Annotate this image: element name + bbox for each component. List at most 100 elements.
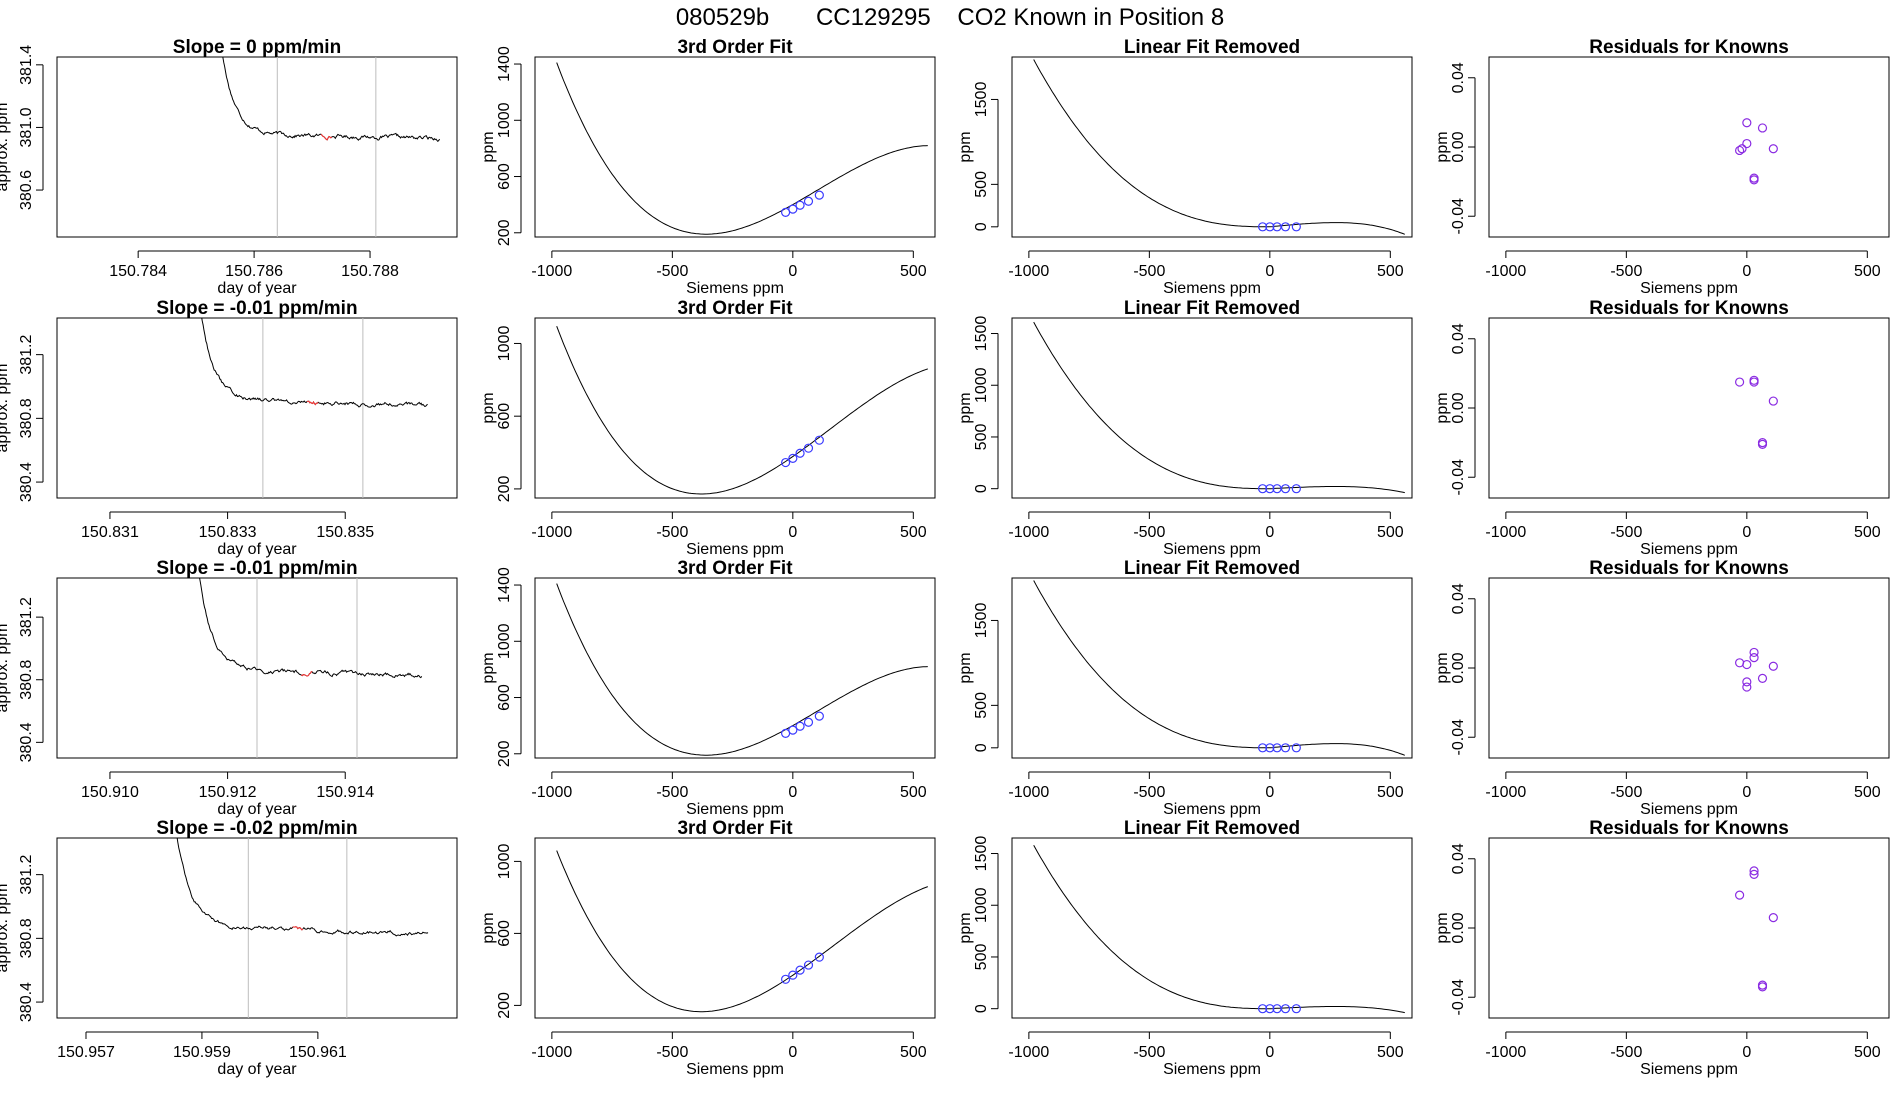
x-tick-label: 150.959 bbox=[173, 1044, 231, 1061]
plot-frame bbox=[534, 577, 936, 759]
x-tick-label: 150.910 bbox=[81, 784, 139, 801]
y-axis-label: ppm bbox=[480, 652, 497, 683]
y-tick-label: 600 bbox=[496, 920, 513, 947]
plot-frame bbox=[1011, 56, 1413, 238]
window-midpoint-segment bbox=[301, 671, 313, 677]
x-tick-label: 500 bbox=[1854, 1044, 1881, 1061]
chart-panel-r3-c1: Slope = -0.01 ppm/min 150.910 150.912 150.9… bbox=[0, 558, 458, 818]
y-tick-label: 200 bbox=[496, 992, 513, 1019]
y-tick-label: -0.04 bbox=[1450, 198, 1467, 235]
y-tick-label: 200 bbox=[496, 475, 513, 502]
y-tick-label: 381.2 bbox=[18, 855, 35, 895]
known-point-marker bbox=[1265, 1004, 1275, 1014]
y-axis-label: approx. ppm bbox=[0, 884, 11, 973]
chart-panel-r1-c1: Slope = 0 ppm/min 150.784 150.786 150.788 38… bbox=[0, 37, 458, 297]
y-tick-label: 0.04 bbox=[1450, 62, 1467, 93]
x-tick-label: 0 bbox=[1265, 263, 1274, 280]
x-tick-label: 0 bbox=[788, 784, 797, 801]
plot-frame bbox=[534, 837, 936, 1019]
x-tick-label: 150.788 bbox=[341, 263, 399, 280]
y-tick-label: 0.04 bbox=[1450, 323, 1467, 354]
plot-area bbox=[176, 838, 429, 1018]
x-tick-label: -1000 bbox=[1485, 524, 1526, 541]
y-tick-label: -0.04 bbox=[1450, 459, 1467, 496]
x-tick-label: 500 bbox=[1377, 524, 1404, 541]
chart-panel-r1-c3: Linear Fit Removed -1000 -500 0 500 0 500 1500 S… bbox=[957, 37, 1413, 297]
panel-title: Linear Fit Removed bbox=[1124, 558, 1300, 579]
plot-frame bbox=[1011, 577, 1413, 759]
residual-point-marker bbox=[1768, 144, 1778, 154]
y-tick-label: 381.2 bbox=[18, 335, 35, 375]
x-tick-label: 500 bbox=[900, 784, 927, 801]
y-tick-label: 381.0 bbox=[18, 107, 35, 147]
y-tick-label: 600 bbox=[496, 684, 513, 711]
y-axis-label: ppm bbox=[480, 912, 497, 943]
x-tick-label: -500 bbox=[1133, 784, 1165, 801]
y-axis-label: ppm bbox=[480, 131, 497, 162]
panel-title: Residuals for Knowns bbox=[1589, 818, 1789, 839]
x-axis-label: Siemens ppm bbox=[1163, 1061, 1261, 1078]
x-axis-label: day of year bbox=[217, 541, 297, 558]
y-axis-label: ppm bbox=[957, 392, 974, 423]
x-tick-label: 0 bbox=[1742, 784, 1751, 801]
known-point-marker bbox=[1280, 484, 1291, 494]
plot-area bbox=[222, 57, 441, 237]
panel-title: 3rd Order Fit bbox=[677, 558, 793, 579]
residual-point-marker bbox=[1749, 653, 1759, 663]
x-tick-label: -500 bbox=[1133, 1044, 1165, 1061]
window-midpoint-segment bbox=[292, 926, 304, 931]
panel-title: Linear Fit Removed bbox=[1124, 37, 1300, 58]
y-tick-label: 381.4 bbox=[18, 45, 35, 85]
x-tick-label: -1000 bbox=[1008, 524, 1049, 541]
residual-point-marker bbox=[1757, 439, 1768, 449]
y-tick-label: 600 bbox=[496, 163, 513, 190]
known-point-marker bbox=[1258, 743, 1268, 753]
panel-title: Residuals for Knowns bbox=[1589, 558, 1789, 579]
residual-point-marker bbox=[1735, 145, 1745, 156]
y-axis-label: ppm bbox=[957, 912, 974, 943]
plot-area bbox=[201, 318, 428, 498]
residual-point-marker bbox=[1742, 118, 1752, 128]
plot-frame bbox=[1488, 317, 1890, 499]
known-point-marker bbox=[795, 200, 805, 210]
residual-point-marker bbox=[1749, 869, 1759, 879]
y-tick-label: 500 bbox=[973, 424, 990, 451]
plot-area bbox=[556, 326, 928, 495]
plot-frame bbox=[56, 837, 458, 1019]
x-tick-label: 500 bbox=[1377, 784, 1404, 801]
x-tick-label: -1000 bbox=[531, 784, 572, 801]
y-axis-label: ppm bbox=[1434, 912, 1451, 943]
panel-title: Slope = -0.02 ppm/min bbox=[156, 818, 357, 839]
panel-title: Linear Fit Removed bbox=[1124, 298, 1300, 319]
plot-area bbox=[1735, 647, 1778, 692]
x-tick-label: 150.786 bbox=[225, 263, 283, 280]
plot-area bbox=[1033, 844, 1405, 1014]
x-tick-label: 500 bbox=[1854, 263, 1881, 280]
window-midpoint-segment bbox=[306, 400, 319, 406]
known-point-marker bbox=[1265, 222, 1275, 232]
x-tick-label: 500 bbox=[900, 1044, 927, 1061]
position-description: CO2 Known in Position 8 bbox=[957, 4, 1224, 31]
x-tick-label: 0 bbox=[1742, 1044, 1751, 1061]
x-axis-label: Siemens ppm bbox=[686, 1061, 784, 1078]
plot-area bbox=[1033, 321, 1405, 494]
x-tick-label: 150.961 bbox=[289, 1044, 347, 1061]
y-axis-label: ppm bbox=[957, 652, 974, 683]
run-id: 080529b bbox=[676, 4, 769, 31]
x-tick-label: 150.831 bbox=[81, 524, 139, 541]
x-tick-label: 500 bbox=[1854, 524, 1881, 541]
plot-frame bbox=[1488, 837, 1890, 1019]
nonlinear-residual-line bbox=[1033, 580, 1405, 756]
residual-point-marker bbox=[1737, 144, 1747, 154]
known-point-marker bbox=[803, 717, 814, 727]
x-axis-label: Siemens ppm bbox=[1640, 801, 1738, 818]
known-point-marker bbox=[1291, 1004, 1301, 1014]
panel-title: 3rd Order Fit bbox=[677, 298, 793, 319]
residual-point-marker bbox=[1749, 175, 1759, 185]
cubic-fit-line bbox=[556, 850, 928, 1013]
plot-frame bbox=[1488, 56, 1890, 238]
known-point-marker bbox=[814, 435, 824, 445]
chart-panel-r2-c1: Slope = -0.01 ppm/min 150.831 150.833 150.8… bbox=[0, 298, 458, 558]
x-tick-label: -1000 bbox=[1485, 263, 1526, 280]
x-tick-label: 500 bbox=[900, 263, 927, 280]
